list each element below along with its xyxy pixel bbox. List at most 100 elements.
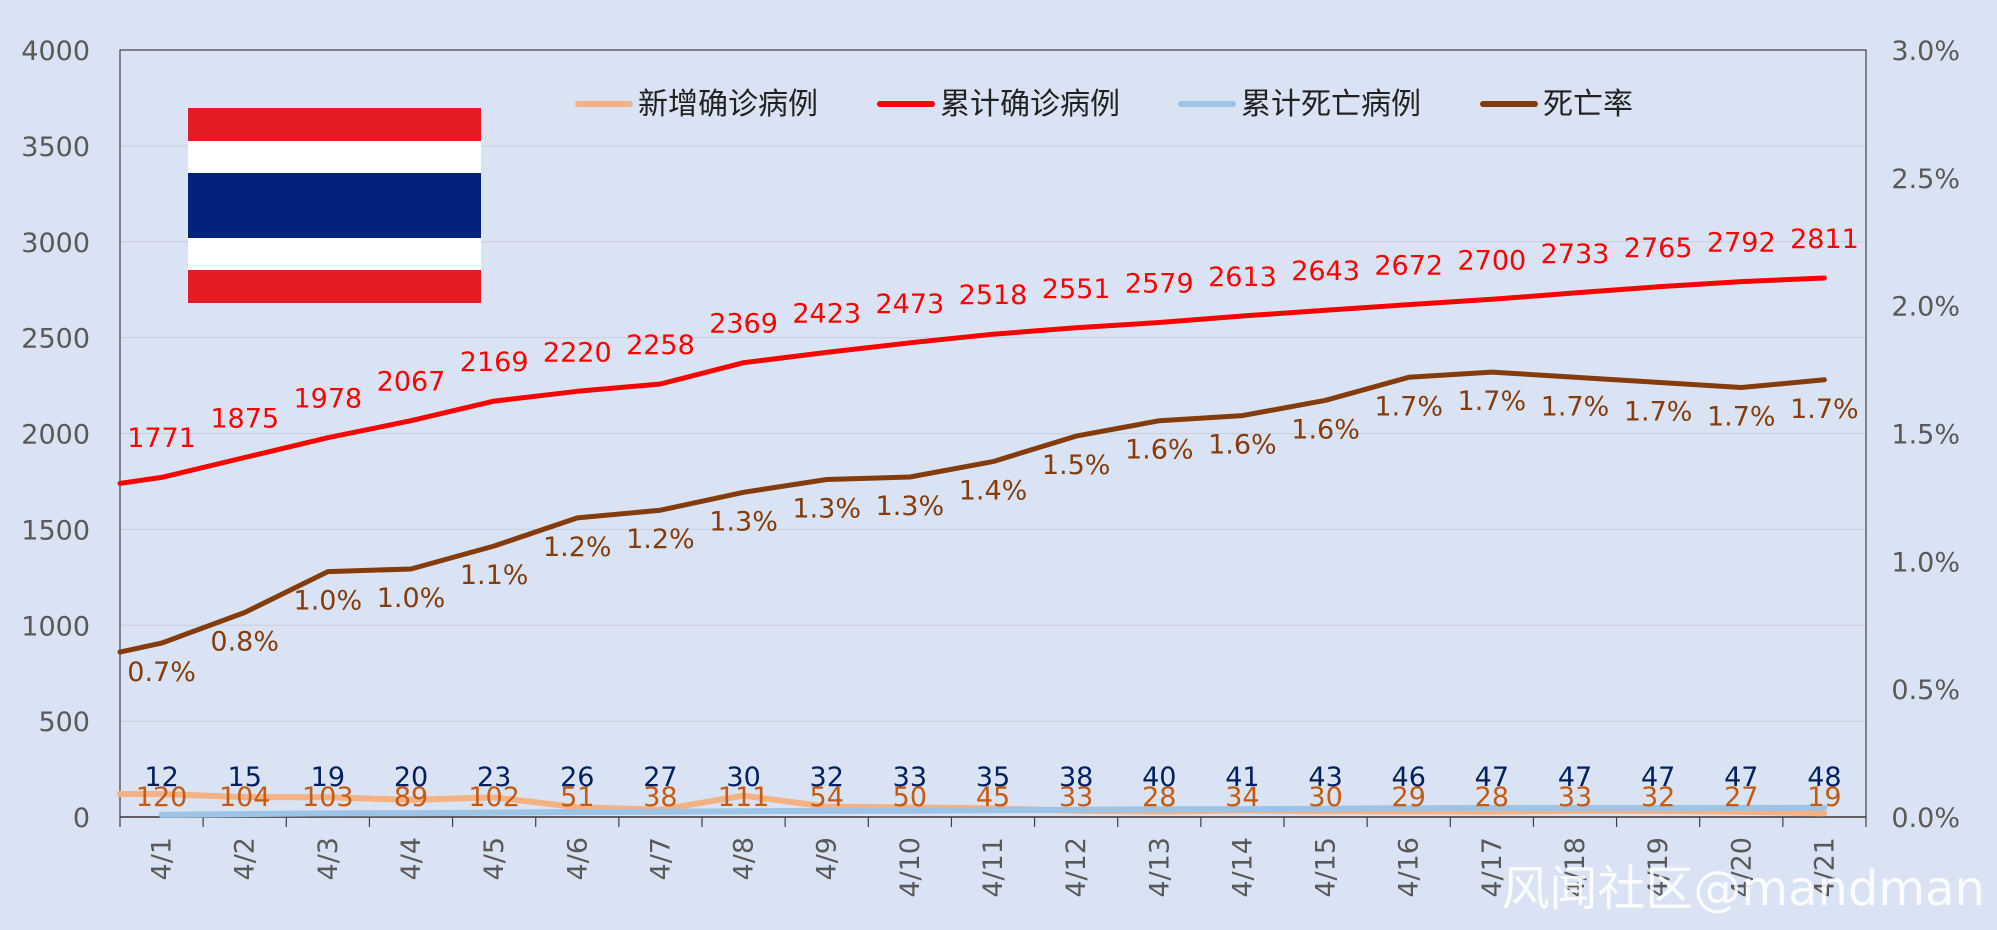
x-tick-label: 4/12 (1061, 837, 1092, 898)
data-label: 1.3% (709, 506, 778, 537)
data-label: 38 (643, 782, 677, 813)
left-tick-label: 2000 (21, 420, 90, 451)
data-label: 2551 (1042, 274, 1111, 305)
data-label: 33 (893, 762, 927, 793)
data-label: 46 (1392, 762, 1426, 793)
left-tick-label: 3500 (21, 132, 90, 163)
data-label: 15 (228, 762, 262, 793)
legend-item: 累计确诊病例 (877, 87, 1120, 122)
data-label: 104 (219, 782, 271, 813)
data-label: 47 (1475, 762, 1509, 793)
data-label: 1.3% (876, 491, 945, 522)
data-label: 1.1% (460, 560, 529, 591)
x-tick-label: 4/3 (313, 837, 344, 880)
data-label: 1.4% (959, 476, 1028, 507)
data-label: 26 (560, 762, 594, 793)
legend-label: 死亡率 (1543, 87, 1633, 122)
data-label: 1.7% (1624, 396, 1693, 427)
data-label: 28 (1475, 782, 1509, 813)
data-label: 47 (1558, 762, 1592, 793)
data-label: 1.7% (1790, 394, 1859, 425)
data-label: 41 (1225, 762, 1259, 793)
data-label: 1875 (210, 403, 279, 434)
x-tick-label: 4/17 (1477, 837, 1508, 898)
data-label: 23 (477, 762, 511, 793)
x-tick-label: 4/19 (1643, 837, 1674, 898)
data-label: 2700 (1457, 245, 1526, 276)
flag-stripe-white-top (188, 141, 481, 173)
data-label: 2258 (626, 330, 695, 361)
series-line-3 (158, 804, 1828, 818)
watermark: 风闻社区@mandman (1501, 861, 1985, 917)
right-tick-label: 3.0% (1891, 36, 1960, 67)
data-label: 1.5% (1042, 450, 1111, 481)
series-group (117, 275, 1828, 818)
legend-label: 新增确诊病例 (638, 87, 818, 122)
data-label: 2220 (543, 337, 612, 368)
right-tick-label: 1.0% (1891, 547, 1960, 578)
series-line-2 (117, 275, 1827, 486)
data-label: 0.7% (127, 657, 196, 688)
left-axis: 0 500 1000 1500 2000 2500 3000 3500 4000 (21, 36, 90, 834)
data-label: 30 (1308, 782, 1342, 813)
data-label: 34 (1225, 782, 1259, 813)
data-label: 54 (810, 782, 844, 813)
data-label: 28 (1142, 782, 1176, 813)
data-label: 48 (1807, 762, 1841, 793)
left-tick-label: 2500 (21, 324, 90, 355)
x-tick-label: 4/8 (729, 837, 760, 880)
flag-stripe-white-bottom (188, 238, 481, 270)
flag-stripe-blue (188, 173, 481, 238)
x-tick-label: 4/5 (479, 837, 510, 880)
x-tick-label: 4/18 (1560, 837, 1591, 898)
data-label: 1.6% (1125, 435, 1194, 466)
x-tick-label: 4/4 (396, 837, 427, 880)
x-tick-label: 4/6 (562, 837, 593, 880)
x-tick-label: 4/10 (895, 837, 926, 898)
data-label: 50 (893, 782, 927, 813)
data-label: 2423 (792, 298, 861, 329)
data-label: 33 (1059, 782, 1093, 813)
x-tick-label: 4/14 (1227, 837, 1258, 898)
data-label: 111 (718, 782, 770, 813)
data-label: 1.2% (543, 532, 612, 563)
data-label: 47 (1724, 762, 1758, 793)
series-line-4 (117, 369, 1827, 655)
data-label: 35 (976, 762, 1010, 793)
data-label: 1.7% (1374, 391, 1443, 422)
x-axis: 4/1 4/2 4/3 4/4 4/5 4/6 4/7 4/8 4/9 4/10 4/11 4/12 4… (119, 816, 1867, 898)
data-label: 2643 (1291, 256, 1360, 287)
x-tick-label: 4/20 (1726, 837, 1757, 898)
data-label: 2369 (709, 309, 778, 340)
data-label: 2733 (1541, 239, 1610, 270)
data-label: 2811 (1790, 224, 1859, 255)
data-label: 1.6% (1208, 430, 1277, 461)
x-tick-label: 4/15 (1311, 837, 1342, 898)
thailand-flag (188, 108, 481, 303)
data-label: 1771 (127, 423, 196, 454)
data-label: 1978 (293, 384, 362, 415)
data-label: 2518 (959, 280, 1028, 311)
data-label: 0.8% (210, 626, 279, 657)
data-label: 2765 (1624, 233, 1693, 264)
flag-stripe-red-top (188, 108, 481, 141)
data-label: 120 (136, 782, 188, 813)
data-label: 2169 (460, 347, 529, 378)
left-tick-label: 500 (38, 707, 90, 738)
flag-stripe-red-bottom (188, 270, 481, 303)
data-label: 2067 (377, 367, 446, 398)
data-label: 2613 (1208, 262, 1277, 293)
data-label: 2473 (875, 289, 944, 320)
data-label: 1.2% (626, 524, 695, 555)
data-label: 1.0% (377, 583, 446, 614)
legend-label: 累计确诊病例 (940, 87, 1120, 122)
left-tick-label: 3000 (21, 228, 90, 259)
left-tick-label: 1500 (21, 515, 90, 546)
x-tick-label: 4/1 (147, 837, 178, 880)
right-tick-label: 0.5% (1891, 675, 1960, 706)
left-tick-label: 0 (73, 803, 90, 834)
right-axis: 0.0% 0.5% 1.0% 1.5% 2.0% 2.5% 3.0% (1891, 36, 1960, 834)
data-label: 20 (394, 762, 428, 793)
legend-item: 累计死亡病例 (1178, 87, 1421, 122)
data-label: 33 (1558, 782, 1592, 813)
